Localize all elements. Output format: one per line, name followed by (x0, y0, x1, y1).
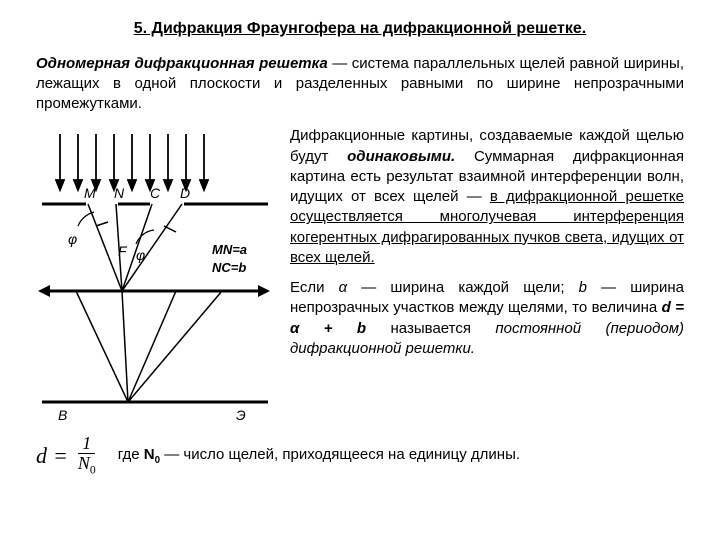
label-phi2: φ (136, 247, 145, 263)
label-phi1: φ (68, 231, 77, 247)
label-eq1: MN=a (212, 242, 247, 257)
label-m: M (84, 185, 96, 201)
page-title: 5. Дифракция Фраунгофера на дифракционно… (36, 18, 684, 40)
formula-explanation: где N0 — число щелей, приходящееся на ед… (118, 445, 520, 467)
intro-lead: Одномерная дифракционная решетка (36, 55, 328, 72)
label-f: F (118, 243, 128, 259)
paragraph-2: Если α — ширина каждой щели; b — ширина … (290, 278, 684, 359)
intro-paragraph: Одномерная дифракционная решетка — систе… (36, 54, 684, 115)
paragraph-1: Дифракционные картины, создаваемые каждо… (290, 126, 684, 268)
label-e-screen: Э (236, 407, 246, 423)
content-row: M N C D φ φ F MN=a NC=b (36, 126, 684, 426)
label-eq2: NC=b (212, 260, 246, 275)
label-b-point: В (58, 407, 67, 423)
diagram-container: M N C D φ φ F MN=a NC=b (36, 126, 276, 426)
side-text: Дифракционные картины, создаваемые каждо… (290, 126, 684, 426)
label-c: C (150, 185, 161, 201)
grating-diagram: M N C D φ φ F MN=a NC=b (36, 126, 276, 426)
label-d: D (180, 185, 190, 201)
formula-row: d= 1N0 где N0 — число щелей, приходящеес… (36, 434, 684, 477)
period-formula: d= 1N0 (36, 434, 100, 477)
label-n: N (114, 185, 125, 201)
